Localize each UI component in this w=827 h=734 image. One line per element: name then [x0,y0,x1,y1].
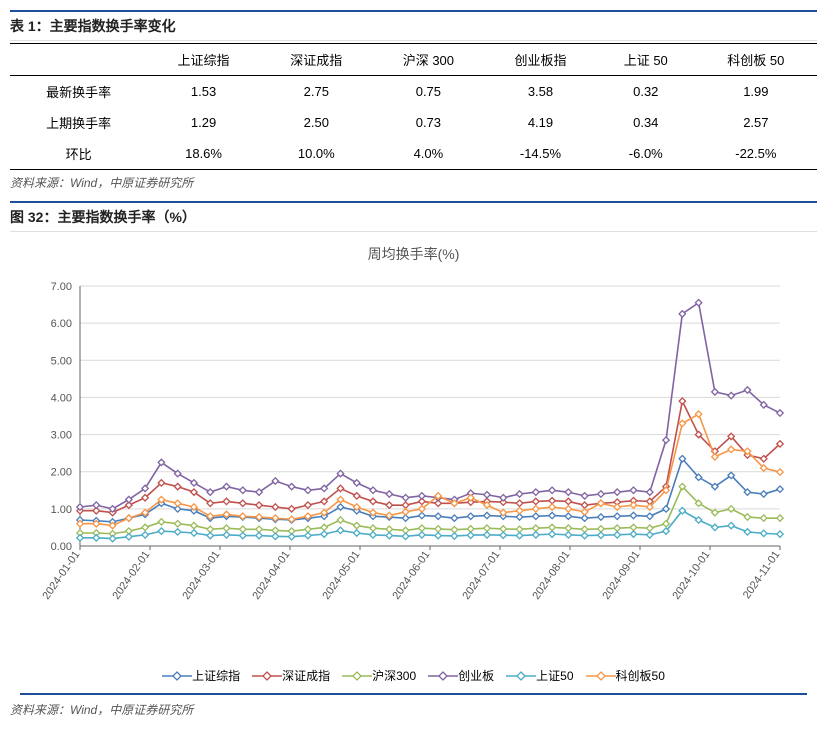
cell: 1.29 [147,107,260,138]
svg-text:3.00: 3.00 [51,430,72,442]
svg-text:2024-08-01: 2024-08-01 [530,549,572,602]
col-header: 上证综指 [147,44,260,76]
cell: -22.5% [695,138,817,170]
col-header [10,44,147,76]
turnover-chart: 0.00 1.00 2.00 3.00 4.00 5.00 6.00 7.00 2024-01-… [20,266,800,661]
legend-item: 上证综指 [162,667,240,684]
chart-subtitle: 周均换手率(%) [20,238,807,266]
cell: 4.19 [484,107,597,138]
svg-text:7.00: 7.00 [51,281,72,293]
svg-text:2024-09-01: 2024-09-01 [600,549,642,602]
table-row: 最新换手率1.532.750.753.580.321.99 [10,76,817,108]
svg-text:1.00: 1.00 [51,504,72,516]
legend-label: 深证成指 [282,667,330,684]
cell: 0.73 [373,107,484,138]
table-source: 资料来源：Wind，中原证券研究所 [10,170,817,197]
legend-label: 上证50 [536,667,573,684]
cell: 2.57 [695,107,817,138]
col-header: 深证成指 [260,44,373,76]
table-title: 表 1：主要指数换手率变化 [10,10,817,41]
cell: 10.0% [260,138,373,170]
legend-label: 创业板 [458,667,494,684]
cell: 18.6% [147,138,260,170]
svg-text:5.00: 5.00 [51,355,72,367]
cell: 2.50 [260,107,373,138]
cell: 0.75 [373,76,484,108]
legend-label: 科创板50 [616,667,665,684]
row-label: 环比 [10,138,147,170]
svg-text:2024-01-01: 2024-01-01 [40,549,82,602]
chart-title-bar: 图 32：主要指数换手率（%） [10,201,817,232]
cell: 2.75 [260,76,373,108]
table-row: 上期换手率1.292.500.734.190.342.57 [10,107,817,138]
legend-item: 深证成指 [252,667,330,684]
svg-text:2024-03-01: 2024-03-01 [180,549,222,602]
legend-item: 上证50 [506,667,573,684]
svg-text:2024-11-01: 2024-11-01 [741,549,783,601]
svg-text:2024-05-01: 2024-05-01 [320,549,362,602]
turnover-table: 上证综指深证成指沪深 300创业板指上证 50科创板 50 最新换手率1.532… [10,43,817,170]
svg-text:2024-10-01: 2024-10-01 [670,549,712,602]
col-header: 沪深 300 [373,44,484,76]
row-label: 最新换手率 [10,76,147,108]
svg-text:2024-06-01: 2024-06-01 [390,549,432,602]
col-header: 科创板 50 [695,44,817,76]
svg-text:6.00: 6.00 [51,318,72,330]
legend-item: 科创板50 [586,667,665,684]
cell: 0.32 [597,76,695,108]
col-header: 上证 50 [597,44,695,76]
svg-text:0.00: 0.00 [51,541,72,553]
row-label: 上期换手率 [10,107,147,138]
legend-item: 创业板 [428,667,494,684]
table-header-row: 上证综指深证成指沪深 300创业板指上证 50科创板 50 [10,44,817,76]
legend-item: 沪深300 [342,667,416,684]
cell: 4.0% [373,138,484,170]
table-row: 环比18.6%10.0%4.0%-14.5%-6.0%-22.5% [10,138,817,170]
chart-legend: 上证综指 深证成指 沪深300 创业板 上证50 科创板50 [20,661,807,695]
cell: 1.99 [695,76,817,108]
legend-label: 上证综指 [192,667,240,684]
svg-text:2.00: 2.00 [51,467,72,479]
cell: 0.34 [597,107,695,138]
cell: -14.5% [484,138,597,170]
chart-container: 周均换手率(%) 0.00 1.00 2.00 3.00 4.00 5.00 6.00 7.0… [10,232,817,697]
col-header: 创业板指 [484,44,597,76]
svg-text:2024-02-01: 2024-02-01 [110,549,152,602]
chart-source: 资料来源：Wind，中原证券研究所 [10,697,817,724]
cell: 3.58 [484,76,597,108]
cell: 1.53 [147,76,260,108]
svg-text:2024-07-01: 2024-07-01 [460,549,502,602]
legend-label: 沪深300 [372,667,416,684]
svg-text:4.00: 4.00 [51,392,72,404]
cell: -6.0% [597,138,695,170]
svg-text:2024-04-01: 2024-04-01 [250,549,292,602]
